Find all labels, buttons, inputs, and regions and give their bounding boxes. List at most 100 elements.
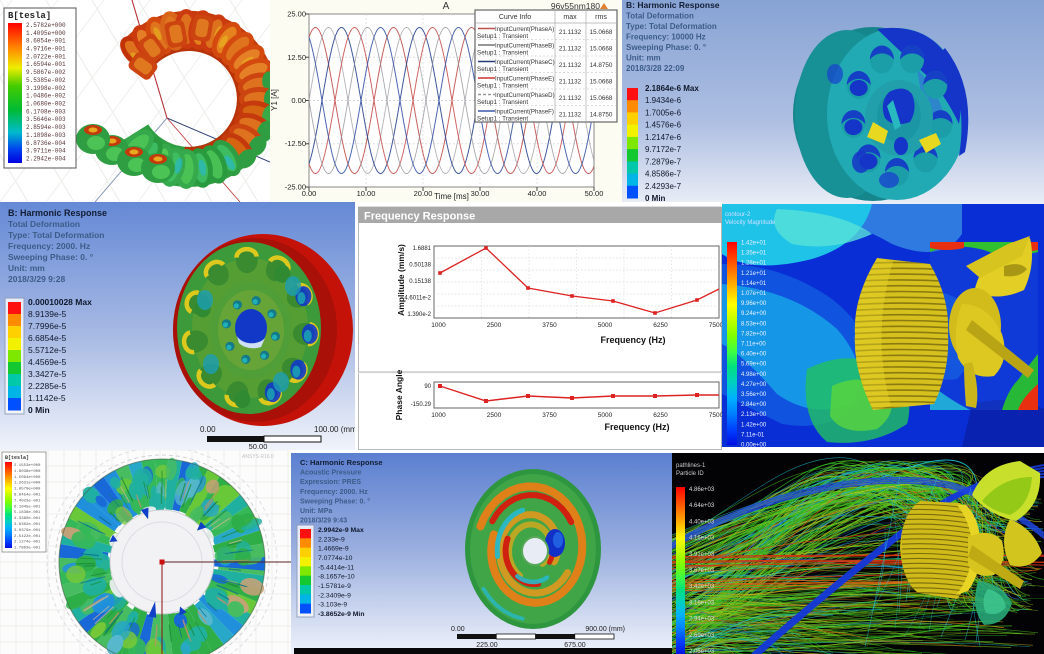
- svg-text:14.8750: 14.8750: [590, 112, 613, 119]
- svg-text:675.00: 675.00: [564, 642, 586, 649]
- svg-text:900.00 (mm): 900.00 (mm): [585, 626, 625, 633]
- svg-text:5.5712e-5: 5.5712e-5: [28, 345, 67, 355]
- svg-text:20.00: 20.00: [414, 189, 433, 198]
- svg-text:15.0668: 15.0668: [590, 95, 613, 102]
- svg-text:2.8594e-003: 2.8594e-003: [26, 124, 66, 131]
- svg-text:Y1 [A]: Y1 [A]: [270, 89, 279, 111]
- svg-text:-2.3409e-9: -2.3409e-9: [318, 592, 351, 599]
- svg-text:2.233e-9: 2.233e-9: [318, 536, 345, 543]
- svg-text:1.5094e+000: 1.5094e+000: [14, 476, 41, 480]
- svg-text:2018/3/29 9:43: 2018/3/29 9:43: [300, 518, 347, 525]
- svg-text:Setup1 : Transient: Setup1 : Transient: [477, 99, 528, 106]
- svg-text:-150.29: -150.29: [411, 402, 432, 408]
- svg-text:0.00: 0.00: [302, 189, 317, 198]
- svg-text:-3.8652e-9 Min: -3.8652e-9 Min: [318, 611, 364, 618]
- svg-text:Sweeping Phase: 0. °: Sweeping Phase: 0. °: [300, 497, 370, 505]
- svg-text:max: max: [563, 14, 577, 21]
- svg-text:-3.103e-9: -3.103e-9: [318, 602, 347, 609]
- svg-text:0.00: 0.00: [200, 425, 216, 434]
- svg-text:30.00: 30.00: [471, 189, 490, 198]
- svg-text:5000: 5000: [598, 412, 613, 419]
- svg-text:Sweeping Phase: 0. °: Sweeping Phase: 0. °: [626, 43, 706, 52]
- svg-text:Type: Total Deformation: Type: Total Deformation: [8, 230, 105, 240]
- svg-text:5.69e+00: 5.69e+00: [741, 362, 767, 368]
- svg-text:Setup1 : Transient: Setup1 : Transient: [477, 116, 528, 123]
- svg-text:2.13e+00: 2.13e+00: [741, 412, 767, 418]
- svg-text:-8.1657e-10: -8.1657e-10: [318, 574, 355, 581]
- svg-text:contour-2: contour-2: [725, 212, 751, 218]
- svg-text:-1.5781e-9: -1.5781e-9: [318, 583, 351, 590]
- svg-text:3.56e+00: 3.56e+00: [741, 392, 767, 398]
- svg-text:6.6854e-5: 6.6854e-5: [28, 333, 67, 343]
- svg-text:InputCurrent(PhaseB): InputCurrent(PhaseB): [495, 43, 554, 50]
- svg-text:Frequency: 10000 Hz: Frequency: 10000 Hz: [626, 33, 706, 42]
- svg-text:2.1864e-6 Max: 2.1864e-6 Max: [645, 84, 699, 93]
- svg-text:4.40e+03: 4.40e+03: [689, 519, 715, 525]
- svg-text:2.5422e-001: 2.5422e-001: [14, 535, 41, 539]
- svg-text:6.8736e-004: 6.8736e-004: [26, 140, 66, 147]
- svg-text:2018/3/28 22:09: 2018/3/28 22:09: [626, 64, 685, 73]
- svg-text:1.21e+01: 1.21e+01: [741, 271, 767, 277]
- svg-text:-12.50: -12.50: [285, 139, 306, 148]
- svg-text:7500: 7500: [709, 412, 722, 419]
- svg-text:2.84e+00: 2.84e+00: [741, 402, 767, 408]
- svg-text:1.1898e-003: 1.1898e-003: [26, 132, 66, 139]
- svg-text:Unit: mm: Unit: mm: [626, 54, 661, 63]
- svg-text:0.00e+00: 0.00e+00: [741, 443, 767, 448]
- svg-text:Acoustic Pressure: Acoustic Pressure: [300, 470, 362, 477]
- svg-text:7.7996e-5: 7.7996e-5: [28, 321, 67, 331]
- svg-text:1.07e+01: 1.07e+01: [741, 291, 767, 297]
- svg-text:Curve Info: Curve Info: [499, 14, 531, 21]
- svg-text:7.0774e-10: 7.0774e-10: [318, 555, 353, 562]
- svg-text:InputCurrent(PhaseA): InputCurrent(PhaseA): [495, 26, 554, 33]
- svg-text:5.5385e-002: 5.5385e-002: [26, 77, 66, 84]
- svg-text:1.8038e+000: 1.8038e+000: [14, 470, 41, 474]
- svg-text:1000: 1000: [431, 412, 446, 419]
- svg-text:10.00: 10.00: [357, 189, 376, 198]
- svg-text:Time [ms]: Time [ms]: [434, 192, 469, 201]
- svg-text:C: Harmonic Response: C: Harmonic Response: [300, 458, 383, 467]
- svg-text:1.28e+01: 1.28e+01: [741, 261, 767, 267]
- svg-text:8.6054e-001: 8.6054e-001: [26, 38, 66, 45]
- svg-text:Frequency Response: Frequency Response: [364, 211, 475, 223]
- svg-text:7.4023e-001: 7.4023e-001: [14, 499, 41, 503]
- svg-text:6.1708e-003: 6.1708e-003: [26, 108, 66, 115]
- svg-text:9.96e+00: 9.96e+00: [741, 301, 767, 307]
- svg-text:25.00: 25.00: [287, 10, 306, 19]
- svg-text:Expression: PRES: Expression: PRES: [300, 479, 361, 486]
- svg-text:7500: 7500: [709, 322, 722, 329]
- svg-text:Total Deformation: Total Deformation: [8, 219, 80, 229]
- svg-text:2.5782e+000: 2.5782e+000: [26, 22, 66, 29]
- svg-text:4.98e+00: 4.98e+00: [741, 372, 767, 378]
- svg-text:rms: rms: [595, 14, 607, 21]
- svg-text:Unit: MPa: Unit: MPa: [300, 508, 332, 515]
- svg-text:1.7005e-6: 1.7005e-6: [645, 108, 682, 117]
- svg-text:Frequency: 2000. Hz: Frequency: 2000. Hz: [8, 241, 90, 251]
- svg-text:Total Deformation: Total Deformation: [626, 12, 694, 21]
- svg-text:1.4576e-6: 1.4576e-6: [645, 121, 682, 130]
- svg-text:2.1274e-001: 2.1274e-001: [14, 541, 41, 545]
- svg-text:2018/3/29 9:28: 2018/3/29 9:28: [8, 274, 65, 284]
- svg-text:21.1132: 21.1132: [559, 79, 582, 86]
- svg-text:1.7803e-001: 1.7803e-001: [14, 547, 41, 551]
- svg-text:Type: Total Deformation: Type: Total Deformation: [626, 22, 717, 31]
- svg-text:0.00: 0.00: [291, 96, 306, 105]
- svg-text:Setup1 : Transient: Setup1 : Transient: [477, 66, 528, 73]
- svg-text:-5.4414e-11: -5.4414e-11: [318, 564, 354, 571]
- svg-text:Setup1 : Transient: Setup1 : Transient: [477, 83, 528, 90]
- svg-text:4.4569e-5: 4.4569e-5: [28, 357, 67, 367]
- svg-text:InputCurrent(PhaseD): InputCurrent(PhaseD): [495, 92, 555, 99]
- svg-text:3750: 3750: [542, 412, 557, 419]
- svg-text:2.1553e+000: 2.1553e+000: [14, 464, 41, 468]
- svg-text:7.82e+00: 7.82e+00: [741, 331, 767, 337]
- svg-text:0 Min: 0 Min: [645, 194, 666, 203]
- svg-text:1.6594e-001: 1.6594e-001: [26, 61, 66, 68]
- svg-text:21.1132: 21.1132: [559, 29, 582, 36]
- svg-text:8.9139e-5: 8.9139e-5: [28, 309, 67, 319]
- svg-text:3.3427e-5: 3.3427e-5: [28, 369, 67, 379]
- svg-text:96v55nm180: 96v55nm180: [551, 1, 600, 11]
- svg-text:9.24e+00: 9.24e+00: [741, 311, 767, 317]
- svg-text:Velocity Magnitude: Velocity Magnitude: [725, 220, 776, 226]
- svg-text:21.1132: 21.1132: [559, 95, 582, 102]
- svg-text:6.1945e-001: 6.1945e-001: [14, 505, 41, 509]
